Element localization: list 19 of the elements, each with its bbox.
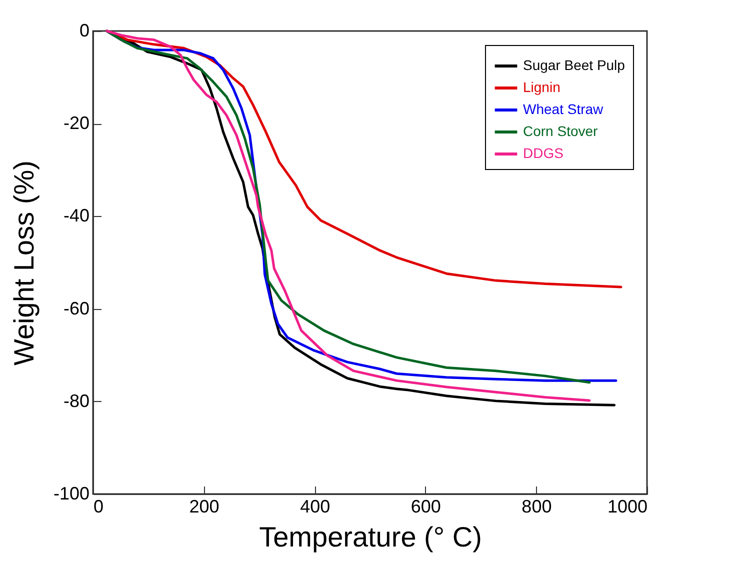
x-tick-label: 600 <box>410 496 441 516</box>
y-tick-label: -20 <box>63 113 90 134</box>
x-tick-label: 800 <box>522 496 552 516</box>
x-tick-label: 1000 <box>607 496 648 516</box>
legend-label: DDGS <box>523 145 564 161</box>
y-tick-label: -40 <box>63 206 90 226</box>
y-tick-label: -100 <box>53 484 90 504</box>
legend-label: Wheat Straw <box>523 101 604 117</box>
legend-label: Lignin <box>523 79 560 95</box>
x-tick-label: 200 <box>189 496 220 516</box>
legend-label: Sugar Beet Pulp <box>523 57 626 73</box>
x-tick-label: 0 <box>94 496 104 516</box>
x-axis-title: Temperature (° C) <box>259 522 482 552</box>
y-tick-label: -60 <box>63 298 90 318</box>
y-tick-label: 0 <box>79 20 90 40</box>
legend-label: Corn Stover <box>523 123 598 139</box>
x-tick-label: 400 <box>300 496 330 516</box>
y-tick-label: -80 <box>63 390 90 411</box>
y-axis-title: Weight Loss (%) <box>8 160 40 366</box>
